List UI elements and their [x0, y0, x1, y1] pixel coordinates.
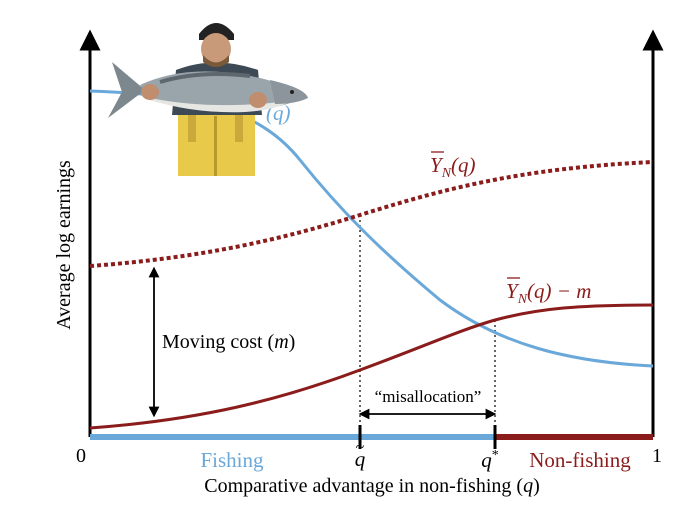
fishing-region-label: Fishing: [200, 448, 264, 472]
fisherman-salmon-photo: (q): [108, 23, 308, 176]
net-curve-label: YN(q) − m: [506, 279, 591, 307]
origin-label: 0: [76, 445, 86, 467]
fishing-earnings-curve: [89, 89, 654, 368]
misallocation-label: “misallocation”: [375, 387, 482, 406]
x-axis-label: Comparative advantage in non-fishing (q): [204, 475, 539, 497]
q-tilde-accent: ~: [356, 439, 365, 456]
moving-cost-label: Moving cost (m): [162, 331, 295, 353]
nonfishing-curve-label: YN(q): [430, 153, 476, 181]
net-nonfishing-curve: [89, 303, 654, 430]
y-axis-label: Average log earnings: [53, 160, 75, 330]
q-star-label: q*: [481, 448, 499, 472]
nonfishing-earnings-curve: [89, 160, 654, 268]
q-tilde-label: q: [355, 447, 366, 471]
end-label: 1: [652, 445, 662, 467]
nonfishing-region-label: Non-fishing: [529, 448, 631, 472]
